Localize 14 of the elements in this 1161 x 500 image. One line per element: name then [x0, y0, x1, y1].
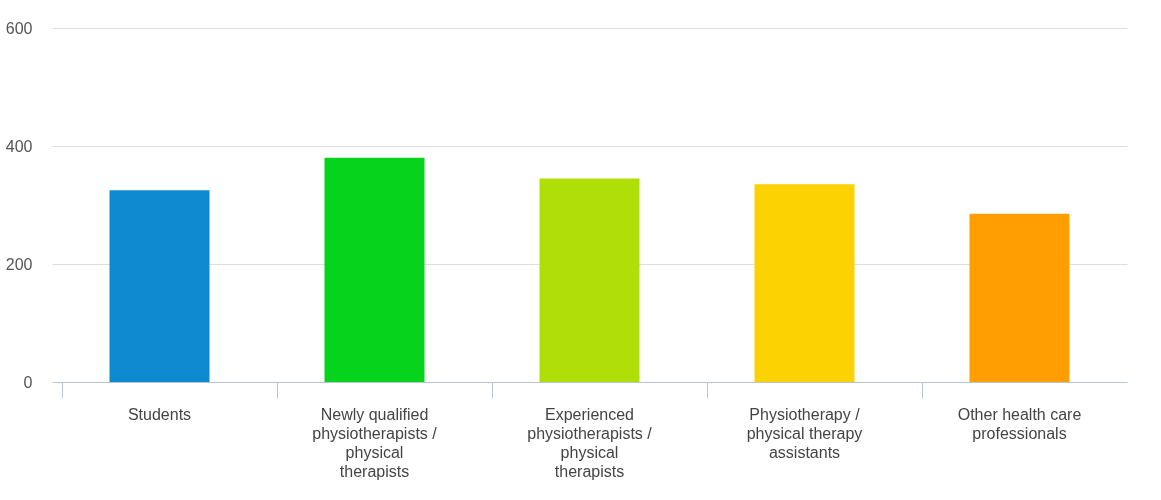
- x-tick-label: Other health care professionals: [957, 405, 1082, 442]
- y-tick-label: 400: [5, 137, 33, 155]
- x-tick-label: Students: [127, 405, 192, 423]
- y-tick-label: 200: [5, 255, 33, 273]
- bar: [754, 184, 855, 382]
- bar: [109, 190, 210, 382]
- x-tick-label: Newly qualified physiotherapists / physical therapists: [312, 405, 438, 480]
- x-tick-label: Physiotherapy / physical therapy assistants: [746, 405, 863, 461]
- bar: [969, 213, 1070, 382]
- y-tick-label: 600: [5, 19, 33, 37]
- x-tick-label: Experienced physiotherapists / physical therapists: [527, 405, 653, 480]
- bar: [539, 178, 640, 382]
- y-tick-label: 0: [23, 373, 33, 391]
- bar: [324, 157, 425, 382]
